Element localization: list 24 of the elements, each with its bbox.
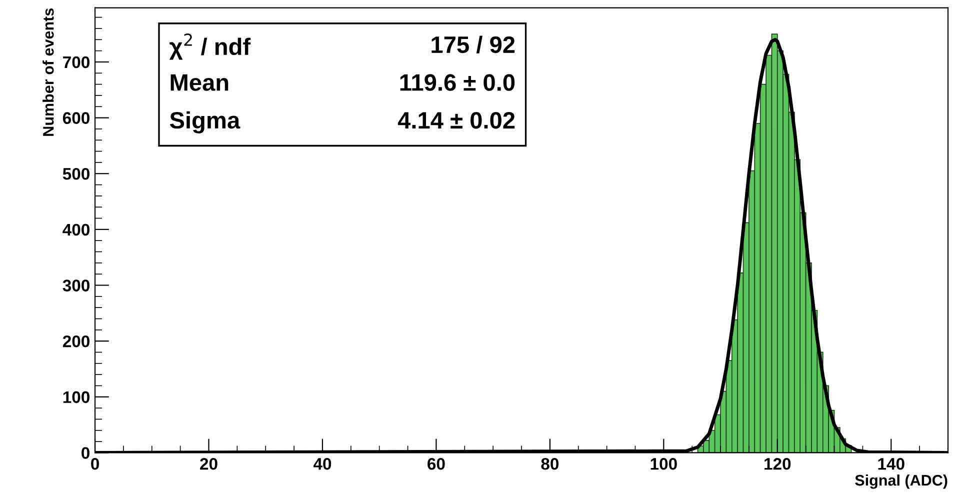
y-tick-label: 500 — [62, 168, 90, 180]
y-tick-label: 600 — [62, 112, 90, 124]
annotation: Sigma — [170, 111, 240, 134]
x-tick-label: 40 — [313, 458, 332, 470]
annotation: 175 / 92 — [432, 36, 515, 54]
x-tick-label: 0 — [91, 458, 99, 470]
x-tick-label: 60 — [428, 458, 445, 470]
x-tick-label: 100 — [650, 458, 677, 470]
x-tick-label: 140 — [878, 458, 904, 470]
y-tick-label: 400 — [62, 224, 90, 236]
annotation: 4.14 ± 0.02 — [398, 112, 515, 129]
annotation: 119.6 ± 0.0 — [400, 74, 515, 91]
y-tick-label: 200 — [62, 335, 90, 348]
y-axis-title: Number of events — [42, 8, 54, 136]
annotation: Mean — [170, 74, 228, 91]
x-tick-label: 80 — [541, 458, 559, 470]
x-tick-label: 120 — [764, 458, 791, 470]
y-tick-label: 100 — [63, 391, 90, 404]
y-tick-label: 700 — [63, 56, 90, 68]
annotation: χ$^{2}$ / ndf — [169, 34, 251, 60]
x-axis-title: Signal (ADC) — [855, 474, 948, 489]
y-tick-label: 0 — [82, 447, 90, 459]
x-tick-label: 20 — [200, 458, 218, 470]
y-tick-label: 300 — [62, 280, 90, 292]
